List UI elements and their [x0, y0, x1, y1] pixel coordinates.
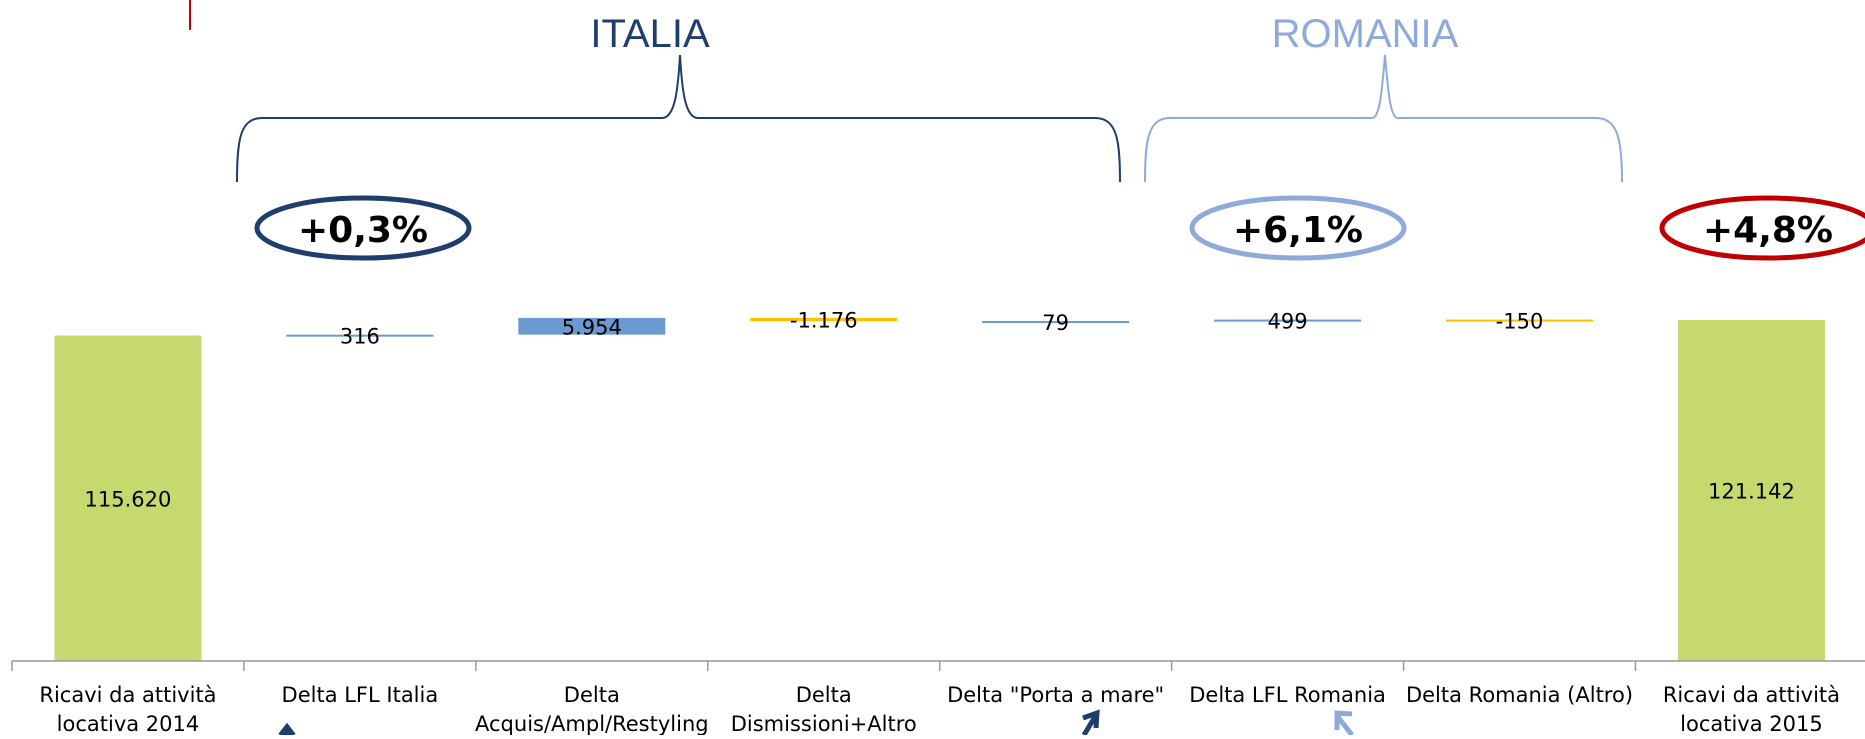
romania-pct: +6,1%: [1233, 210, 1363, 251]
category-label-2: Acquis/Ampl/Restyling: [475, 712, 709, 735]
arrow-icon: [278, 722, 296, 737]
data-label-7: 121.142: [1708, 480, 1795, 504]
data-label-3: -1.176: [790, 309, 858, 333]
total-pct: +4,8%: [1703, 210, 1833, 251]
bar-7: [1677, 320, 1825, 661]
data-label-5: 499: [1268, 310, 1308, 334]
category-label-7: Ricavi da attività: [1663, 683, 1840, 707]
category-label-4: Delta "Porta a mare": [947, 683, 1164, 707]
category-label-3: Delta: [796, 683, 852, 707]
romania-title: ROMANIA: [1272, 12, 1459, 56]
bars-layer: 115.620 316 5.954 -1.176 79 499 -150 121.142: [54, 309, 1825, 661]
bar-3: [750, 317, 898, 322]
total-pct-ellipse: [1659, 195, 1865, 261]
data-label-2: 5.954: [562, 315, 622, 339]
italia-pct-ellipse: [254, 195, 472, 261]
data-label-1: 316: [340, 325, 380, 349]
data-label-6: -150: [1496, 310, 1544, 334]
bar-5: [1214, 319, 1362, 322]
italia-title: ITALIA: [590, 12, 710, 56]
category-label-7: locativa 2015: [1680, 712, 1823, 735]
category-label-6: Delta Romania (Altro): [1406, 683, 1633, 707]
bar-0: [54, 335, 202, 661]
category-label-0: locativa 2014: [57, 712, 200, 735]
category-label-5: Delta LFL Romania: [1189, 683, 1386, 707]
category-label-0: Ricavi da attività: [39, 683, 216, 707]
x-tick-labels: Ricavi da attività locativa 2014 Delta LFL…: [39, 683, 1840, 736]
arrow-icon: [1334, 710, 1354, 737]
category-label-1: Delta LFL Italia: [282, 683, 439, 707]
data-label-0: 115.620: [85, 487, 172, 511]
bar-4: [982, 320, 1130, 323]
category-label-2: Delta: [564, 683, 620, 707]
bar-6: [1446, 319, 1594, 322]
x-axis: [11, 660, 1865, 671]
italia-pct: +0,3%: [298, 210, 428, 251]
bar-1: [286, 334, 434, 337]
category-label-3: Dismissioni+Altro: [731, 712, 917, 735]
data-label-4: 79: [1042, 311, 1069, 335]
italia-brace: [236, 54, 1121, 183]
romania-pct-ellipse: [1189, 195, 1407, 261]
bar-2: [518, 317, 666, 335]
romania-brace: [1144, 54, 1623, 183]
arrow-icon: [1081, 709, 1100, 737]
